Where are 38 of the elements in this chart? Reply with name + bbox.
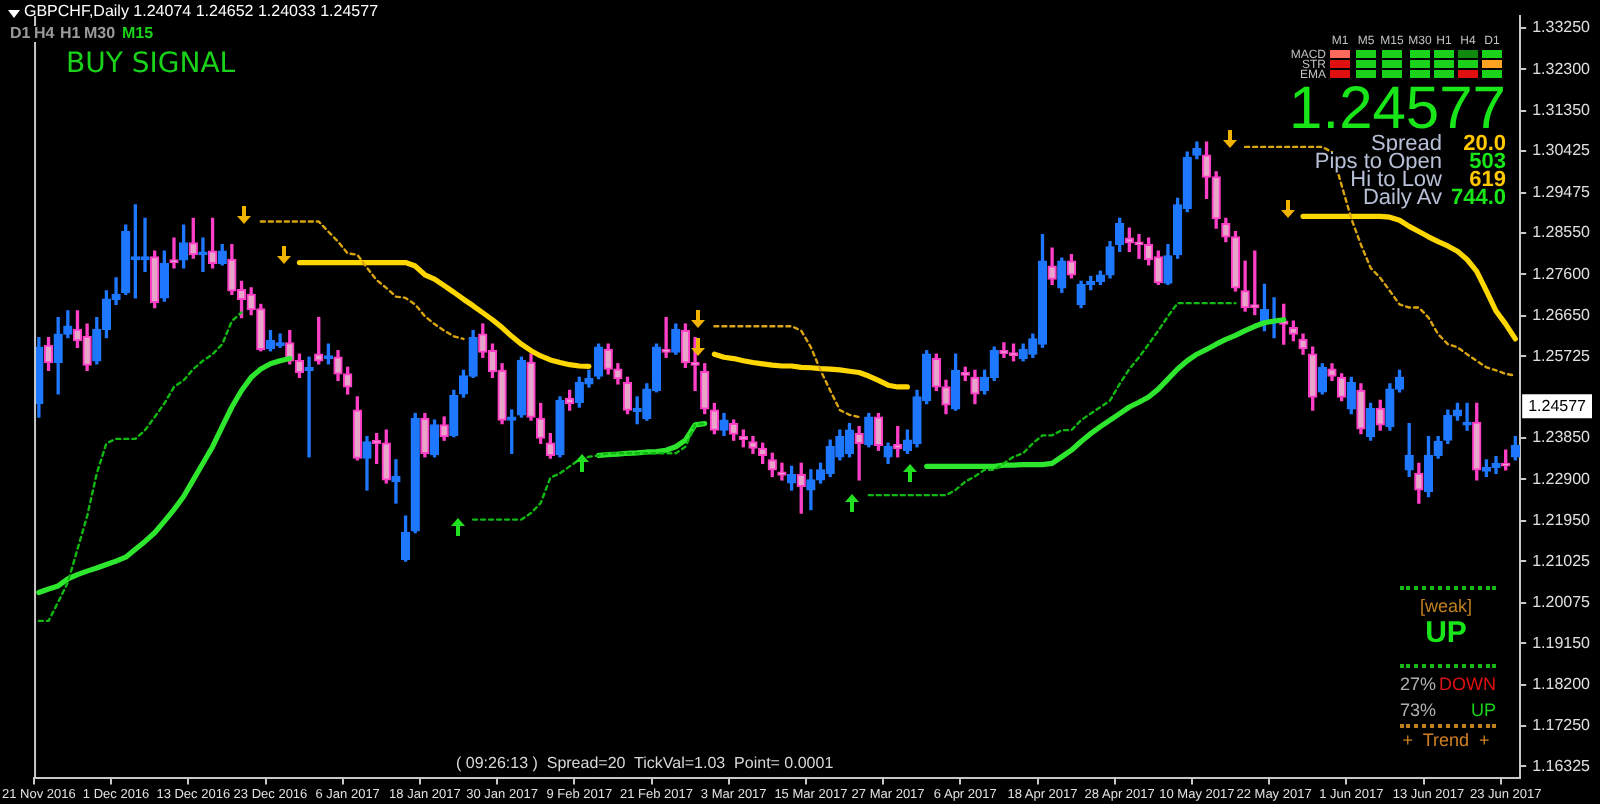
candlestick (854, 426, 864, 481)
annotation: + Trend + (1402, 730, 1490, 750)
annotation: M15 (122, 24, 154, 42)
y-tick-label: 1.31350 (1532, 101, 1592, 120)
annotation: [weak] (1419, 596, 1473, 616)
y-tick-label: 1.26650 (1532, 306, 1592, 325)
y-tick-label: 1.27600 (1532, 264, 1592, 283)
annotation: M30 (84, 24, 116, 42)
text: D1 (10, 24, 31, 42)
y-tick-label: 1.30425 (1532, 141, 1592, 160)
annotation: 1.24577 (1528, 396, 1588, 415)
annotation: BUY SIGNAL (66, 48, 236, 80)
annotation: H4 (34, 24, 55, 42)
y-tick-label: 1.16325 (1532, 756, 1592, 775)
y-tick-label: 1.21950 (1532, 511, 1592, 530)
y-tick-label: 1.18200 (1532, 674, 1592, 693)
y-tick-label: 1.32300 (1532, 59, 1592, 78)
y-tick-label: 1.23850 (1532, 428, 1592, 447)
annotation: DOWN (1439, 674, 1496, 694)
annotation: 73% (1400, 700, 1437, 720)
y-tick-label: 1.33250 (1532, 18, 1592, 37)
y-tick-label: 1.25725 (1532, 346, 1592, 365)
annotation: Daily Av (1362, 186, 1442, 210)
y-tick-label: 1.22900 (1532, 469, 1592, 488)
y-tick-label: 1.17250 (1532, 716, 1592, 735)
candlestick (304, 356, 314, 458)
annotation: 27% (1400, 674, 1437, 694)
annotation: H1 (60, 24, 81, 42)
y-tick-label: 1.20075 (1532, 593, 1592, 612)
annotation: UP (1470, 700, 1496, 720)
annotation: ( 09:26:13 ) Spread=20 TickVal=1.03 Point= 0.0001 (456, 754, 834, 772)
y-tick-label: 1.29475 (1532, 182, 1592, 201)
chart-title: GBPCHF,Daily 1.24074 1.24652 1.24033 1.24577 (24, 2, 379, 20)
y-tick-label: 1.19150 (1532, 633, 1592, 652)
annotation: 744.0 (1450, 186, 1506, 210)
y-tick-label: 1.28550 (1532, 223, 1592, 242)
y-tick-label: 1.21025 (1532, 551, 1592, 570)
annotation: UP (1425, 616, 1467, 650)
